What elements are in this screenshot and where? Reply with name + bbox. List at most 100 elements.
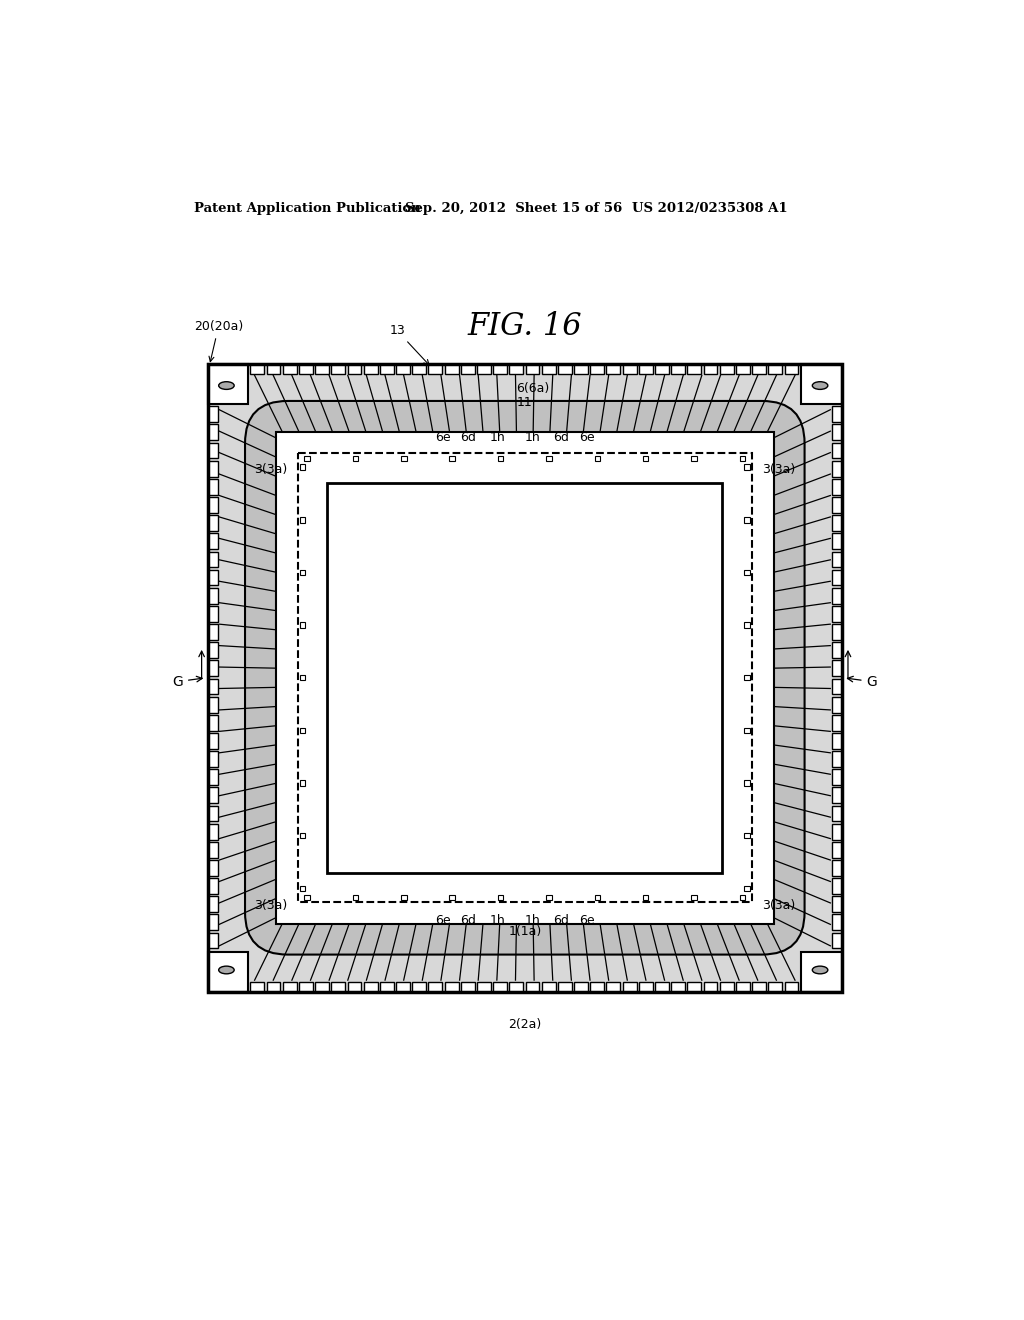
- Bar: [831, 660, 842, 676]
- Bar: [208, 442, 218, 458]
- Bar: [444, 364, 459, 374]
- Bar: [477, 982, 490, 991]
- Bar: [831, 425, 842, 441]
- Bar: [784, 982, 799, 991]
- Bar: [494, 982, 507, 991]
- Bar: [208, 733, 218, 748]
- Bar: [364, 982, 378, 991]
- Bar: [304, 895, 309, 900]
- Bar: [428, 982, 442, 991]
- Bar: [283, 364, 297, 374]
- Text: 6e: 6e: [579, 913, 595, 927]
- Bar: [208, 805, 218, 821]
- Bar: [300, 465, 305, 470]
- Bar: [300, 727, 305, 733]
- Bar: [546, 895, 552, 900]
- Bar: [831, 407, 842, 422]
- Text: G: G: [848, 675, 878, 689]
- Bar: [831, 624, 842, 640]
- Bar: [208, 896, 218, 912]
- Bar: [328, 483, 722, 873]
- Bar: [208, 552, 218, 568]
- Bar: [300, 570, 305, 576]
- Bar: [208, 878, 218, 894]
- Bar: [831, 751, 842, 767]
- Bar: [655, 982, 669, 991]
- Bar: [671, 364, 685, 374]
- Bar: [802, 952, 842, 991]
- Bar: [300, 675, 305, 681]
- Text: 6d: 6d: [460, 913, 476, 927]
- Ellipse shape: [812, 381, 827, 389]
- Bar: [300, 886, 305, 891]
- Bar: [352, 455, 358, 461]
- Bar: [208, 498, 218, 513]
- Bar: [208, 533, 218, 549]
- Bar: [208, 678, 218, 694]
- Bar: [208, 933, 218, 948]
- Bar: [831, 770, 842, 785]
- Bar: [831, 896, 842, 912]
- Text: 20(20a): 20(20a): [194, 321, 243, 362]
- Bar: [401, 895, 407, 900]
- Bar: [461, 982, 475, 991]
- Bar: [639, 982, 652, 991]
- Bar: [574, 364, 588, 374]
- Text: 3(3a): 3(3a): [254, 462, 288, 475]
- Bar: [251, 364, 264, 374]
- Bar: [595, 455, 600, 461]
- Bar: [300, 780, 305, 785]
- Bar: [315, 982, 329, 991]
- Text: Sep. 20, 2012  Sheet 15 of 56: Sep. 20, 2012 Sheet 15 of 56: [406, 202, 623, 215]
- Bar: [744, 675, 750, 681]
- Bar: [802, 364, 842, 404]
- Bar: [736, 364, 750, 374]
- Bar: [542, 364, 556, 374]
- Bar: [639, 364, 652, 374]
- Text: 13: 13: [389, 323, 429, 364]
- Bar: [740, 895, 745, 900]
- Bar: [251, 982, 264, 991]
- Text: 6d: 6d: [460, 432, 476, 444]
- Bar: [332, 364, 345, 374]
- Bar: [450, 895, 455, 900]
- Bar: [671, 982, 685, 991]
- Bar: [525, 982, 540, 991]
- Bar: [831, 678, 842, 694]
- Bar: [784, 364, 799, 374]
- Text: 6(6a): 6(6a): [516, 381, 549, 395]
- Text: 3(3a): 3(3a): [762, 462, 796, 475]
- Bar: [208, 952, 248, 991]
- Bar: [831, 715, 842, 731]
- Bar: [315, 364, 329, 374]
- Bar: [208, 751, 218, 767]
- Bar: [347, 982, 361, 991]
- Text: 11: 11: [517, 396, 532, 409]
- Bar: [744, 833, 750, 838]
- Bar: [332, 982, 345, 991]
- Bar: [831, 861, 842, 876]
- Text: G: G: [172, 675, 202, 689]
- Bar: [643, 895, 648, 900]
- Bar: [590, 982, 604, 991]
- Bar: [831, 824, 842, 840]
- Bar: [703, 364, 718, 374]
- Bar: [831, 788, 842, 804]
- Bar: [831, 533, 842, 549]
- Bar: [300, 623, 305, 628]
- Bar: [494, 364, 507, 374]
- Text: 1h: 1h: [489, 432, 506, 444]
- Bar: [831, 498, 842, 513]
- Text: 6e: 6e: [435, 913, 452, 927]
- Text: 3(3a): 3(3a): [762, 899, 796, 912]
- Bar: [300, 833, 305, 838]
- Bar: [643, 455, 648, 461]
- Bar: [703, 982, 718, 991]
- Bar: [413, 982, 426, 991]
- Bar: [208, 461, 218, 477]
- Text: 6d: 6d: [553, 913, 569, 927]
- Bar: [736, 982, 750, 991]
- Bar: [574, 982, 588, 991]
- Bar: [380, 364, 394, 374]
- Bar: [744, 886, 750, 891]
